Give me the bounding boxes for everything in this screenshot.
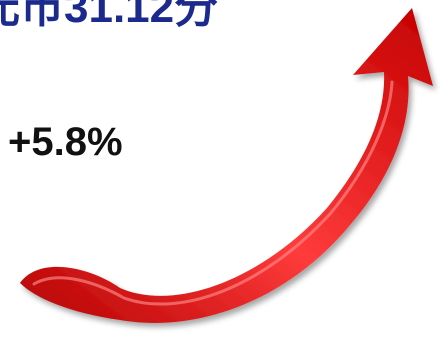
arrow-body — [20, 8, 433, 323]
arrow-highlight — [32, 80, 394, 306]
percent-change: +5.8% — [8, 120, 123, 164]
price-headline: 元市31.12分 — [0, 0, 219, 32]
